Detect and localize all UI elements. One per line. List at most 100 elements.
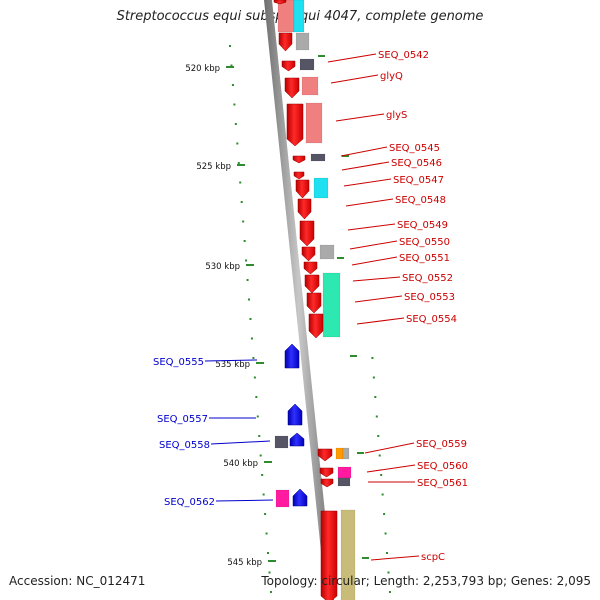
minor-tick <box>231 84 234 86</box>
cog-category-bars <box>274 0 356 600</box>
minor-tick <box>388 591 391 593</box>
minor-tick <box>246 279 249 281</box>
gene-label[interactable]: SEQ_0547 <box>393 175 444 186</box>
gene-label[interactable]: SEQ_0554 <box>406 314 457 325</box>
cog-bar <box>337 477 351 487</box>
gene-label[interactable]: glyS <box>386 110 407 121</box>
minor-tick <box>372 376 375 379</box>
cog-bar <box>305 102 323 144</box>
minor-tick <box>378 454 381 457</box>
scale-label: 530 kbp <box>205 262 240 272</box>
cog-bar <box>295 32 310 51</box>
gene-labels[interactable]: SEQ_0542 glyQ glyS SEQ_0545 SEQ_0546 SEQ_0547… <box>153 50 468 563</box>
forward-gene-arrow <box>308 313 324 339</box>
gene-label[interactable]: SEQ_0548 <box>395 195 446 206</box>
label-leader-line <box>351 256 398 266</box>
gene-label[interactable]: SEQ_0560 <box>417 461 468 472</box>
label-leader-line <box>204 359 258 362</box>
minor-tick <box>245 259 248 262</box>
scale-label: 520 kbp <box>185 64 220 74</box>
forward-gene-arrow <box>304 274 320 294</box>
minor-tick <box>253 376 256 379</box>
gene-label[interactable]: SEQ_0545 <box>389 143 440 154</box>
forward-gene-arrow <box>284 77 300 99</box>
minor-tick <box>239 181 242 184</box>
scale-ticks <box>226 45 391 593</box>
minor-tick <box>386 552 389 554</box>
reverse-gene-arrow <box>289 432 305 447</box>
gene-label[interactable]: SEQ_0546 <box>391 158 442 169</box>
major-tick <box>342 155 349 157</box>
cog-bar <box>335 447 344 460</box>
forward-gene-arrow <box>299 220 315 247</box>
minor-tick <box>380 474 383 476</box>
gene-label[interactable]: SEQ_0558 <box>159 440 210 451</box>
minor-tick <box>261 474 264 476</box>
forward-gene-arrow <box>317 448 333 462</box>
reverse-gene-arrow <box>292 488 308 507</box>
gene-label[interactable]: SEQ_0549 <box>397 220 448 231</box>
minor-tick <box>375 415 378 418</box>
gene-label[interactable]: SEQ_0559 <box>416 439 467 450</box>
major-tick <box>357 452 364 454</box>
gene-label[interactable]: scpC <box>421 552 445 563</box>
genome-backbone <box>264 0 334 600</box>
major-tick <box>268 560 276 562</box>
cog-bar <box>301 76 319 96</box>
minor-tick <box>255 396 258 398</box>
major-tick <box>362 557 369 559</box>
scale-label: 540 kbp <box>223 459 258 469</box>
cog-bar <box>274 435 289 449</box>
cog-bar <box>275 489 290 508</box>
minor-tick <box>268 571 271 574</box>
gene-label[interactable]: SEQ_0557 <box>157 414 208 425</box>
gene-label[interactable]: SEQ_0561 <box>417 478 468 489</box>
minor-tick <box>250 337 253 340</box>
cog-bar <box>322 272 341 338</box>
forward-gene-arrow <box>273 0 287 5</box>
label-leader-line <box>335 113 385 122</box>
label-leader-line <box>343 178 392 187</box>
label-leader-line <box>370 555 420 561</box>
forward-gene-arrow <box>295 179 310 199</box>
minor-tick <box>249 318 252 320</box>
gene-label[interactable]: SEQ_0555 <box>153 357 204 368</box>
gene-label[interactable]: SEQ_0550 <box>399 237 450 248</box>
forward-gene-arrow <box>301 246 316 262</box>
gene-label[interactable]: SEQ_0562 <box>164 497 215 508</box>
label-leader-line <box>356 317 405 325</box>
forward-gene-arrow <box>292 155 306 164</box>
major-tick <box>337 257 344 259</box>
forward-gene-arrow <box>293 171 305 180</box>
minor-tick <box>371 357 374 359</box>
minor-tick <box>233 103 236 106</box>
gene-label[interactable]: SEQ_0542 <box>378 50 429 61</box>
gene-label[interactable]: SEQ_0553 <box>404 292 455 303</box>
cog-bar <box>310 153 326 162</box>
forward-gene-arrow <box>286 103 304 147</box>
minor-tick <box>252 357 255 359</box>
major-tick <box>226 66 234 68</box>
minor-tick <box>234 123 237 125</box>
minor-tick <box>267 552 270 554</box>
gene-label[interactable]: SEQ_0552 <box>402 273 453 284</box>
major-tick <box>264 461 272 463</box>
forward-gene-arrow <box>306 292 322 314</box>
major-tick <box>246 264 254 266</box>
label-leader-lines <box>204 53 420 561</box>
minor-tick <box>237 162 240 164</box>
minor-tick <box>230 64 233 67</box>
label-leader-line <box>349 240 398 250</box>
scale-labels: 520 kbp 525 kbp 530 kbp 535 kbp 540 kbp 545 k… <box>185 64 262 568</box>
label-leader-line <box>210 440 271 445</box>
gene-label[interactable]: SEQ_0551 <box>399 253 450 264</box>
gene-label[interactable]: glyQ <box>380 71 403 82</box>
cog-bar <box>277 0 295 33</box>
cog-bar <box>340 509 356 600</box>
label-leader-line <box>330 74 379 84</box>
label-leader-line <box>352 276 401 282</box>
minor-tick <box>374 396 377 398</box>
scale-label: 545 kbp <box>227 558 262 568</box>
label-leader-line <box>366 464 416 473</box>
